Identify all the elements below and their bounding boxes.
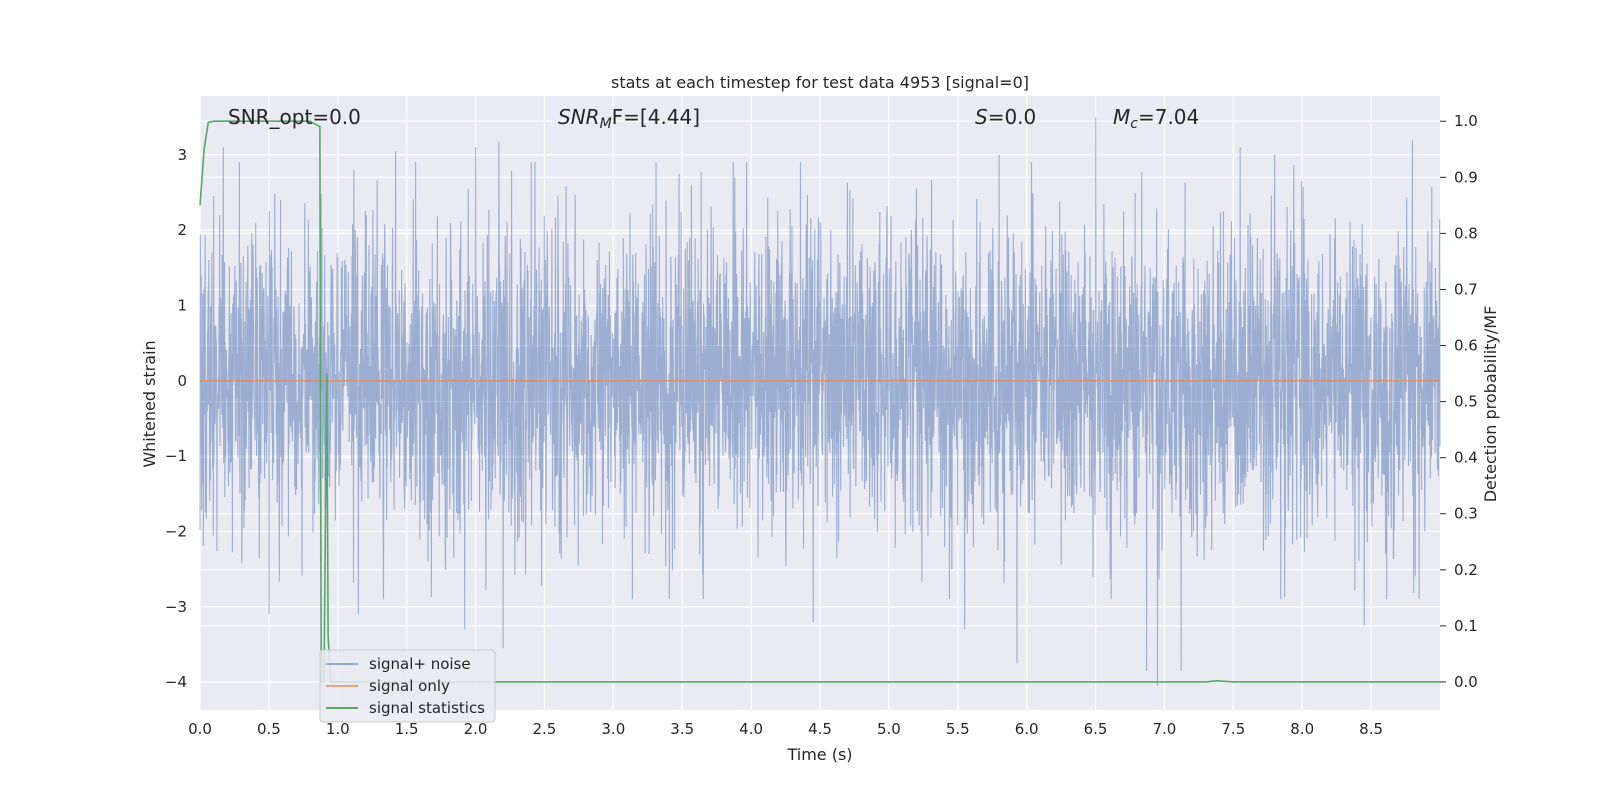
y-tick-label: 3	[177, 146, 187, 164]
annotation-mc-value: =7.04	[1138, 105, 1199, 129]
legend-label-noise: signal+ noise	[369, 655, 471, 673]
annotation-mc: Mc=7.04	[1113, 105, 1199, 132]
x-tick-label: 8.5	[1359, 720, 1383, 738]
annotations: SNR_opt=0.0 SNRMF=[4.44] S=0.0 Mc=7.04	[228, 105, 1199, 132]
x-tick-label: 3.5	[670, 720, 694, 738]
x-tick-label: 3.0	[601, 720, 625, 738]
x-tick-label: 6.0	[1015, 720, 1039, 738]
legend-label-signal: signal only	[369, 677, 450, 695]
legend-box	[319, 649, 496, 723]
y-tick-label: −4	[165, 673, 187, 691]
x-tick-label: 0.5	[257, 720, 281, 738]
x-tick-label: 4.5	[808, 720, 832, 738]
y-tick-label: −2	[165, 522, 187, 540]
x-tick-label: 7.0	[1153, 720, 1177, 738]
annotation-snr-mf-subscript: M	[600, 116, 612, 132]
y-tick-label-right: 0.0	[1454, 673, 1478, 691]
y-tick-label-right: 0.3	[1454, 505, 1478, 523]
y-tick-label-right: 0.2	[1454, 561, 1478, 579]
y-tick-label-right: 0.4	[1454, 449, 1478, 467]
y-tick-labels-right: 1.0 0.9 0.8 0.7 0.6 0.5 0.4 0.3 0.2 0.1 0.0	[1440, 112, 1478, 691]
noise-line	[199, 117, 1441, 686]
annotation-snr-mf-symbol: SNR	[558, 105, 600, 129]
chart-title: stats at each timestep for test data 495…	[611, 73, 1029, 92]
y-tick-label: 1	[177, 296, 187, 314]
y-tick-labels-left: 3 2 1 0 −1 −2 −3 −4	[165, 146, 187, 691]
x-tick-label: 2.0	[464, 720, 488, 738]
y-tick-label-right: 0.1	[1454, 617, 1478, 635]
y-tick-label-right: 0.9	[1454, 168, 1478, 186]
x-tick-label: 6.5	[1084, 720, 1108, 738]
annotation-s: S=0.0	[975, 105, 1036, 129]
x-tick-label: 5.5	[946, 720, 970, 738]
annotation-mc-subscript: c	[1130, 116, 1138, 132]
y-tick-label-right: 0.5	[1454, 393, 1478, 411]
x-tick-labels: 0.0 0.5 1.0 1.5 2.0 2.5 3.0 3.5 4.0 4.5 5.0 5.5 6.0 6…	[188, 720, 1383, 738]
legend: signal+ noise signal only signal statist…	[319, 649, 496, 723]
x-tick-label: 1.0	[326, 720, 350, 738]
y-tick-label: 2	[177, 221, 187, 239]
y-axis-label-right: Detection probability/MF	[1481, 306, 1500, 503]
x-tick-label: 7.5	[1221, 720, 1245, 738]
x-tick-label: 8.0	[1290, 720, 1314, 738]
y-tick-label-right: 0.7	[1454, 280, 1478, 298]
annotation-s-value: =0.0	[988, 105, 1037, 129]
x-tick-label: 2.5	[533, 720, 557, 738]
x-tick-label: 0.0	[188, 720, 212, 738]
annotation-mc-symbol: M	[1113, 105, 1130, 129]
annotation-snr-mf: SNRMF=[4.44]	[558, 105, 700, 132]
series-signal-noise	[199, 117, 1441, 686]
annotation-snr-mf-value: F=[4.44]	[612, 105, 700, 129]
y-tick-label: −3	[165, 598, 187, 616]
x-tick-label: 1.5	[395, 720, 419, 738]
y-tick-label: 0	[177, 372, 187, 390]
y-tick-label-right: 1.0	[1454, 112, 1478, 130]
y-axis-label: Whitened strain	[140, 340, 159, 467]
y-tick-label-right: 0.8	[1454, 224, 1478, 242]
y-tick-label: −1	[165, 447, 187, 465]
x-axis-label: Time (s)	[786, 745, 852, 764]
x-tick-label: 4.0	[739, 720, 763, 738]
annotation-snr-opt: SNR_opt=0.0	[228, 105, 361, 129]
y-tick-label-right: 0.6	[1454, 337, 1478, 355]
legend-label-stats: signal statistics	[369, 699, 485, 717]
x-tick-label: 5.0	[877, 720, 901, 738]
annotation-s-symbol: S	[975, 105, 988, 129]
